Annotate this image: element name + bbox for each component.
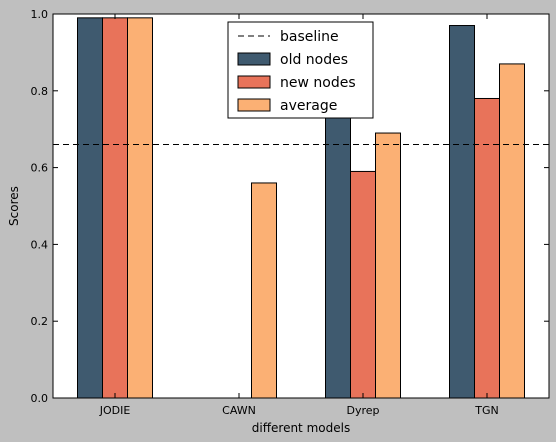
- y-tick-label: 0.8: [31, 85, 49, 98]
- bar-dyrep-new-nodes: [350, 170, 376, 399]
- legend-swatch-average: [237, 98, 271, 112]
- x-axis-ticks: JODIE CAWN Dyrep TGN: [99, 14, 499, 417]
- legend-label-old-nodes: old nodes: [280, 52, 348, 68]
- bar-cawn-average: [251, 182, 277, 399]
- legend: baseline old nodes new nodes average: [227, 21, 374, 119]
- bar-jodie-new-nodes: [102, 17, 128, 399]
- bar-jodie-old-nodes: [77, 17, 103, 399]
- legend-swatch-old-nodes: [237, 52, 271, 66]
- y-tick-label: 1.0: [31, 8, 49, 21]
- x-tick-label: TGN: [474, 404, 498, 417]
- bar-dyrep-average: [375, 132, 401, 399]
- y-axis-ticks: 0.0 0.2 0.4 0.6 0.8 1.0: [31, 8, 549, 405]
- x-axis-title: different models: [252, 421, 350, 435]
- bar-jodie-average: [127, 17, 153, 399]
- y-tick-label: 0.0: [31, 392, 49, 405]
- bar-tgn-new-nodes: [474, 97, 500, 399]
- bars-group: [77, 17, 525, 399]
- bar-tgn-old-nodes: [449, 25, 475, 399]
- plot-frame: [52, 13, 550, 399]
- y-tick-label: 0.6: [31, 162, 49, 175]
- y-tick-label: 0.2: [31, 315, 49, 328]
- bar-dyrep-old-nodes: [325, 113, 351, 399]
- x-tick-label: JODIE: [99, 404, 131, 417]
- bar-tgn-average: [499, 63, 525, 399]
- legend-label-new-nodes: new nodes: [280, 75, 356, 91]
- y-tick-label: 0.4: [31, 238, 49, 251]
- x-tick-label: CAWN: [222, 404, 256, 417]
- legend-baseline-label: baseline: [280, 29, 339, 45]
- x-tick-label: Dyrep: [346, 404, 379, 417]
- y-axis-title: Scores: [7, 186, 21, 226]
- legend-swatch-new-nodes: [237, 75, 271, 89]
- legend-label-average: average: [280, 98, 337, 114]
